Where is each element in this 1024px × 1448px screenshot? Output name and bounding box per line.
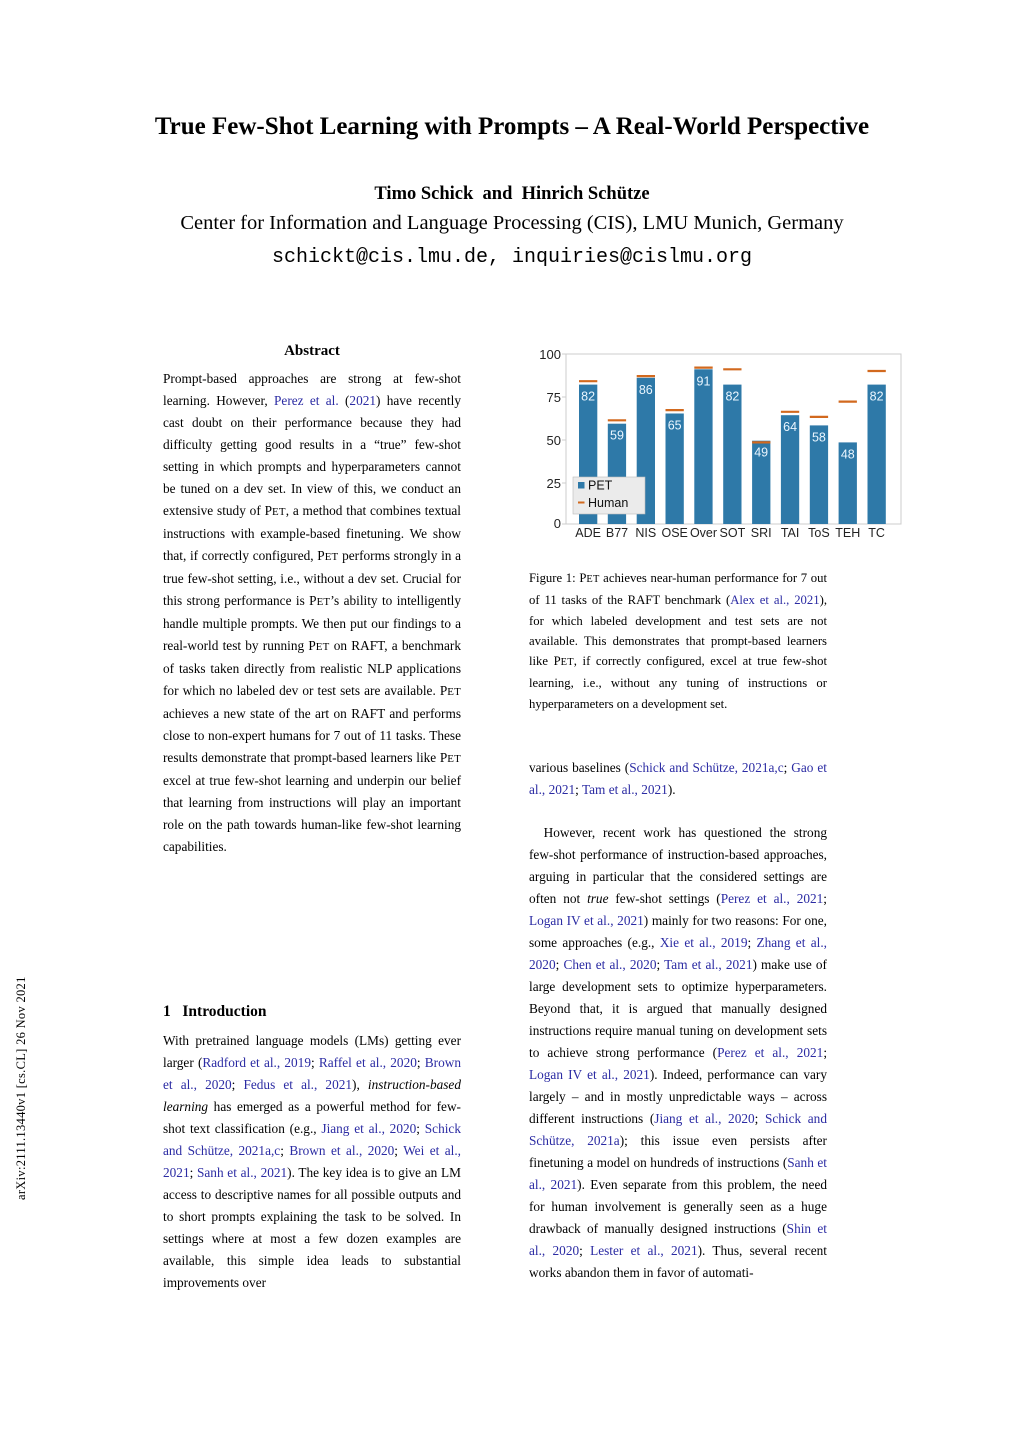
svg-text:82: 82: [725, 390, 739, 404]
svg-text:48: 48: [841, 447, 855, 461]
svg-text:SOT: SOT: [720, 526, 746, 540]
svg-text:82: 82: [870, 390, 884, 404]
svg-text:TEH: TEH: [835, 526, 860, 540]
svg-text:Over: Over: [690, 526, 717, 540]
svg-text:PET: PET: [588, 479, 613, 493]
svg-text:59: 59: [610, 429, 624, 443]
svg-text:91: 91: [697, 374, 711, 388]
svg-text:64: 64: [783, 420, 797, 434]
svg-text:25: 25: [547, 476, 561, 491]
svg-text:75: 75: [547, 390, 561, 405]
svg-text:B77: B77: [606, 526, 628, 540]
svg-text:82: 82: [581, 390, 595, 404]
svg-text:TC: TC: [868, 526, 885, 540]
svg-text:TAI: TAI: [781, 526, 800, 540]
svg-text:100: 100: [539, 347, 561, 362]
svg-text:58: 58: [812, 430, 826, 444]
svg-text:OSE: OSE: [661, 526, 687, 540]
svg-text:ADE: ADE: [575, 526, 601, 540]
svg-text:SRI: SRI: [751, 526, 772, 540]
svg-text:65: 65: [668, 419, 682, 433]
svg-text:50: 50: [547, 433, 561, 448]
svg-text:49: 49: [754, 446, 768, 460]
svg-text:86: 86: [639, 383, 653, 397]
svg-text:Human: Human: [588, 496, 628, 510]
svg-text:ToS: ToS: [808, 526, 830, 540]
svg-text:NIS: NIS: [635, 526, 656, 540]
svg-text:0: 0: [554, 516, 561, 531]
